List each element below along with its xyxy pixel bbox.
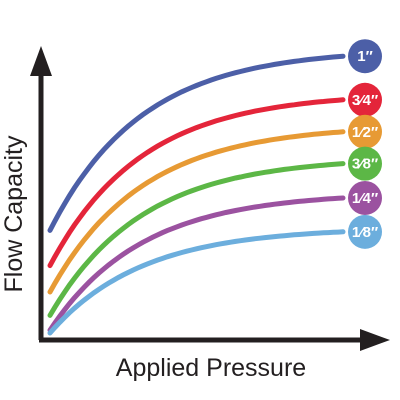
series-label-4: 3⁄8″ — [352, 156, 378, 173]
series-label-5: 1⁄4″ — [352, 190, 378, 207]
series-label-3: 1⁄2″ — [352, 124, 378, 141]
series-layer: 1″ 3⁄4″ 1⁄2″ 3⁄8″ 1⁄4″ 1⁄8″ — [47, 39, 382, 336]
series-badge-2 — [348, 82, 382, 117]
series-badge-3 — [348, 114, 382, 149]
series-badge-1 — [348, 39, 382, 74]
series-badge-6 — [348, 214, 382, 249]
series-label-2: 3⁄4″ — [352, 92, 378, 109]
series-label-6: 1⁄8″ — [352, 224, 378, 241]
series-line-1 — [47, 53, 346, 233]
series-line-2 — [47, 97, 346, 269]
series-label-1: 1″ — [357, 48, 373, 65]
series-line-3 — [47, 129, 346, 295]
x-axis-label: Applied Pressure — [116, 354, 306, 382]
y-axis-arrowhead — [30, 46, 52, 76]
y-axis-label: Flow Capacity — [0, 135, 28, 292]
series-line-5 — [47, 195, 346, 333]
series-line-6 — [47, 229, 346, 336]
series-badge-4 — [348, 146, 382, 181]
x-axis-arrowhead — [360, 329, 390, 351]
series-badge-5 — [348, 180, 382, 215]
series-line-4 — [47, 161, 346, 318]
